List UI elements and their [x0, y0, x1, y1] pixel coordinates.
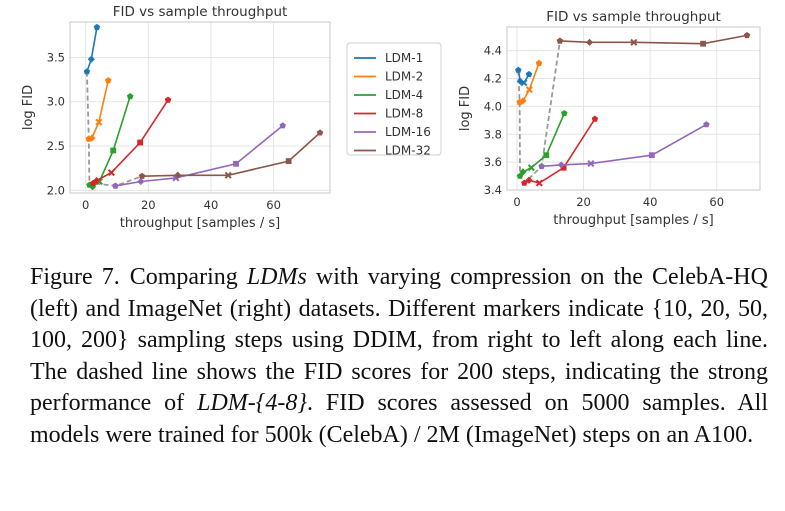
y-tick-label: 2.5	[47, 139, 65, 153]
ldm-32-point	[556, 37, 564, 44]
ldm-16-point	[279, 122, 286, 129]
ldm-1-point	[520, 79, 528, 87]
ldm-16-point	[538, 162, 545, 170]
ldm-4-point	[516, 172, 524, 179]
y-tick-label: 3.4	[484, 183, 502, 197]
figure-7: 0 20 40 60 2.0 2.5 3.0 3.5 FID vs sample through…	[21, 4, 761, 231]
caption-text-2: with varying compression on the CelebA-H…	[30, 264, 768, 416]
x-tick-label: 20	[576, 195, 591, 209]
x-tick-label: 0	[513, 195, 520, 209]
ldm-16-point	[587, 160, 595, 168]
legend-label-ldm-16: LDM-16	[385, 125, 431, 139]
ldm-2-point	[519, 97, 527, 105]
ldm-2-point	[95, 118, 103, 126]
caption-text-3: . FID scores assessed on 5000 samples. A…	[30, 390, 768, 448]
caption-ldm-4-8: LDM-{4-8}	[197, 390, 307, 416]
ldm-2-point	[88, 134, 96, 142]
ldm-32-point	[630, 38, 638, 46]
ldm-4-point	[126, 93, 134, 100]
legend-label-ldm-1: LDM-1	[385, 51, 423, 65]
ldm-32-line	[142, 132, 321, 177]
plot-frame	[69, 21, 331, 194]
y-tick-label: 3.5	[47, 50, 65, 64]
ldm-2-point	[525, 86, 533, 94]
y-tick-label: 4.2	[484, 72, 502, 86]
y-tick-label: 2.0	[47, 183, 65, 197]
ldm-8-point	[525, 176, 533, 184]
ldm-16-point	[648, 152, 655, 159]
ldm-16-point	[233, 160, 239, 167]
x-axis-label: throughput [samples / s]	[120, 216, 280, 231]
ldm-32-point	[700, 40, 706, 47]
ldm-8-point	[164, 96, 172, 103]
celeba-hq-chart: 0 20 40 60 2.0 2.5 3.0 3.5 FID vs sample through…	[21, 4, 331, 231]
figure-caption: Figure 7. Comparing LDMs with varying com…	[30, 262, 768, 451]
ldm-8-point	[535, 179, 543, 187]
caption-text-1: Comparing	[129, 264, 247, 290]
ldm-32-point	[285, 158, 292, 165]
chart-title: FID vs sample throughput	[546, 9, 721, 25]
ldm-8-point	[521, 179, 528, 186]
ldm-16-point	[703, 121, 710, 128]
plot-frame	[506, 26, 761, 191]
ldm-4-point	[110, 147, 117, 154]
ldm-8-point	[107, 169, 115, 177]
x-tick-label: 40	[204, 198, 219, 212]
ldm-8-point	[137, 139, 144, 146]
x-tick-label: 60	[709, 195, 724, 209]
ldm-4-point	[561, 110, 568, 117]
ldm-4-point	[527, 164, 535, 172]
ldm-1-line	[86, 27, 98, 72]
y-axis-label: log FID	[458, 86, 473, 131]
y-tick-label: 3.8	[484, 127, 502, 141]
ldm-4-point	[519, 168, 527, 176]
x-tick-label: 60	[266, 198, 281, 212]
y-axis-label: log FID	[21, 85, 36, 130]
ldm-32-point	[585, 38, 594, 46]
legend-label-ldm-4: LDM-4	[385, 88, 423, 102]
caption-label: Figure 7.	[30, 264, 120, 290]
y-tick-label: 3.0	[47, 95, 65, 109]
ldm-32-point	[224, 171, 232, 179]
x-tick-label: 0	[82, 198, 89, 212]
ldm-1-point	[515, 66, 522, 73]
ldm-16-line	[541, 123, 707, 168]
chart-legend: LDM-1 LDM-2 LDM-4 LDM-8 LDM-16 LDM-32	[346, 42, 442, 158]
ldm-1-point	[525, 71, 533, 78]
ldm-4-point	[543, 152, 550, 159]
ldm-32-point	[174, 171, 182, 179]
ldm-2-point	[535, 59, 543, 66]
caption-ldms: LDMs	[246, 264, 307, 290]
ldm-2-point	[105, 77, 112, 84]
legend-label-ldm-8: LDM-8	[385, 107, 423, 121]
ldm-16-point	[137, 177, 145, 186]
ldm-8-point	[560, 164, 567, 171]
x-tick-label: 20	[141, 198, 156, 212]
ldm-32-point	[743, 32, 751, 39]
y-tick-label: 3.6	[484, 155, 502, 169]
ldm-8-point	[591, 115, 599, 122]
ldm-1-point	[93, 23, 101, 31]
ldm-32-point	[316, 129, 324, 136]
legend-label-ldm-32: LDM-32	[385, 144, 431, 158]
dashed-200-steps-line	[517, 40, 561, 185]
ldm-16-point	[112, 182, 119, 189]
ldm-1-point	[87, 55, 95, 63]
ldm-16-point	[557, 161, 565, 169]
chart-title: FID vs sample throughput	[113, 4, 288, 20]
y-tick-label: 4.0	[484, 99, 502, 113]
x-axis-label: throughput [samples / s]	[553, 213, 713, 228]
imagenet-chart: 0 20 40 60 3.4 3.6 3.8 4.0 4.2 4.4 FID vs sample t…	[458, 9, 761, 228]
ldm-1-point	[83, 68, 91, 75]
ldm-32-point	[138, 172, 146, 179]
ldm-2-line	[88, 80, 109, 140]
x-tick-label: 40	[643, 195, 658, 209]
ldm-8-point	[93, 176, 101, 185]
legend-box	[346, 42, 442, 156]
legend-label-ldm-2: LDM-2	[385, 70, 423, 84]
y-tick-label: 4.4	[484, 44, 502, 58]
